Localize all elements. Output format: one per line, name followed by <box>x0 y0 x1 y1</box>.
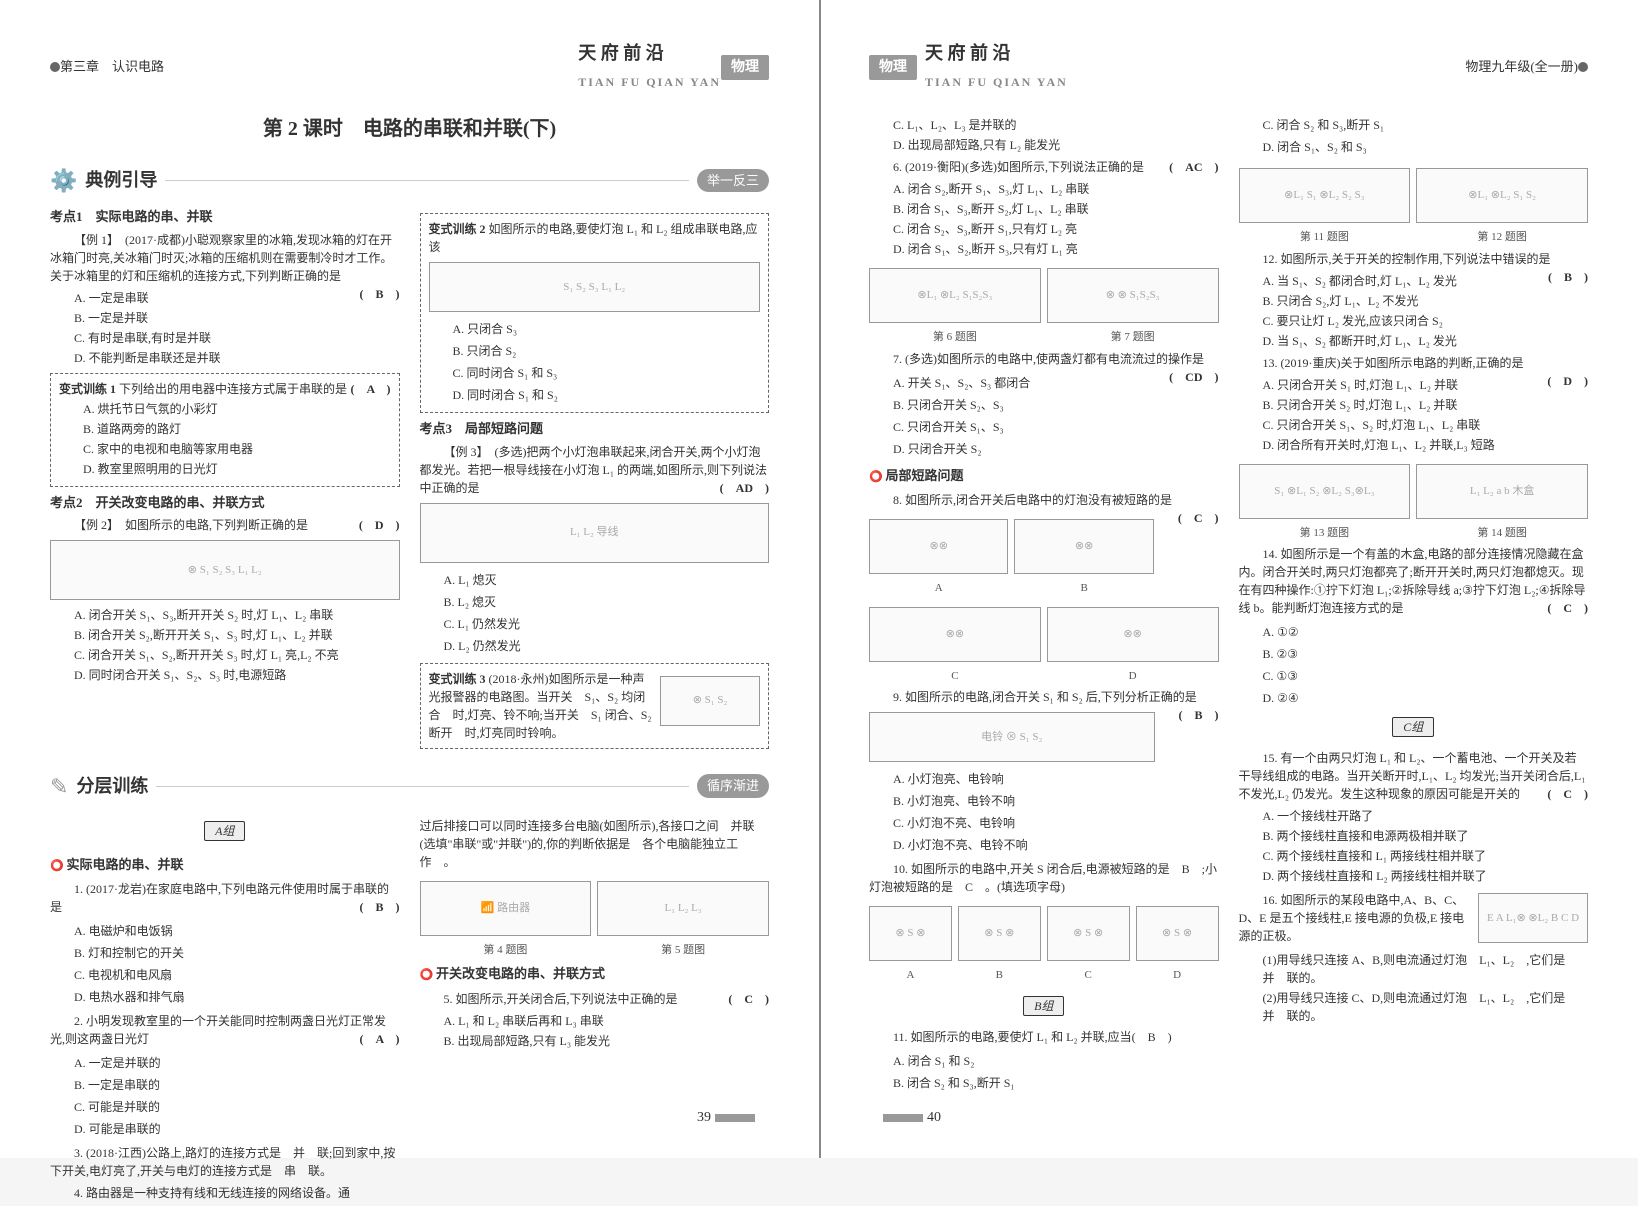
q7-circuit-diagram: ⊗ ⊗ S₁S₂S₃ <box>1047 268 1219 323</box>
group-c-tag: C组 <box>1392 717 1434 737</box>
q13: 13. (2019·重庆)关于如图所示电路的判断,正确的是( D ) <box>1239 354 1589 372</box>
group-a-tag: A组 <box>204 821 245 841</box>
vt2-circuit-diagram: S₁ S₂ S₃ L₁ L₂ <box>429 262 761 312</box>
vt1-box: 变式训练 1 下列给出的用电器中连接方式属于串联的是( A ) A. 烘托节日气… <box>50 373 400 487</box>
page-number-left: 39 <box>697 1107 759 1128</box>
right-col2: C. 闭合 S₂ 和 S₃,断开 S₁ D. 闭合 S₁、S₂ 和 S₃ ⊗L₁… <box>1239 114 1589 1094</box>
q11-circuit-diagram: ⊗L₁ S₁ ⊗L₂ S₂ S₃ <box>1239 168 1411 223</box>
ex3-circuit-diagram: L₁ L₂ 导线 <box>420 503 770 563</box>
q8-a-diagram: ⊗⊗ <box>869 519 1008 574</box>
subject-badge-r: 物理 <box>869 55 917 80</box>
q12-circuit-diagram: ⊗L₁ ⊗L₂ S₁ S₂ <box>1416 168 1588 223</box>
q9-circuit-diagram: 电铃 ⊗ S₁ S₂ <box>869 712 1155 762</box>
q10-d-diagram: ⊗ S ⊗ <box>1136 906 1219 961</box>
ex3: 【例 3】 (多选)把两个小灯泡串联起来,闭合开关,两个小灯泡都发光。若把一根导… <box>420 443 770 497</box>
pencil-icon: ✎ <box>50 770 68 803</box>
grade-label: 物理九年级(全一册) <box>1068 57 1578 77</box>
q16: 16. 如图所示的某段电路中,A、B、C、D、E 是五个接线柱,E 接电源的负极… <box>1239 891 1471 945</box>
q9: 9. 如图所示的电路,闭合开关 S₁ 和 S₂ 后,下列分析正确的是( B ) <box>869 688 1219 706</box>
col-left-2: 变式训练 2 如图所示的电路,要使灯泡 L₁ 和 L₂ 组成串联电路,应该 S₁… <box>420 207 770 755</box>
brand-title-r: 天 府 前 沿TIAN FU QIAN YAN <box>925 40 1068 94</box>
q5: 5. 如图所示,开关闭合后,下列说法中正确的是( C ) <box>420 990 770 1008</box>
q10-b-diagram: ⊗ S ⊗ <box>958 906 1041 961</box>
q10: 10. 如图所示的电路中,开关 S 闭合后,电源被短路的是 B ;小灯泡被短路的… <box>869 860 1219 896</box>
header-left: 第三章 认识电路 天 府 前 沿TIAN FU QIAN YAN 物理 <box>50 40 769 94</box>
q5-circuit-diagram: L₁ L₂ L₃ <box>597 881 769 936</box>
lesson-title: 第 2 课时 电路的串联和并联(下) <box>50 114 769 144</box>
vt3-box: 变式训练 3 (2018·永州)如图所示是一种声光报警器的电路图。当开关 S₁、… <box>420 663 770 749</box>
kd1: 考点1 实际电路的串、并联 <box>50 207 400 227</box>
q15: 15. 有一个由两只灯泡 L₁ 和 L₂、一个蓄电池、一个开关及若干导线组成的电… <box>1239 749 1589 803</box>
q3: 3. (2018·江西)公路上,路灯的连接方式是 并 联;回到家中,按下开关,电… <box>50 1144 400 1180</box>
sub-short: 局部短路问题 <box>869 466 1219 486</box>
bullet-icon-r <box>1578 62 1588 72</box>
chapter-label: 第三章 认识电路 <box>60 57 578 77</box>
badge-analogy: 举一反三 <box>697 169 769 193</box>
ex2: 【例 2】 如图所示的电路,下列判断正确的是( D ) <box>50 516 400 534</box>
badge-step: 循序渐进 <box>697 774 769 798</box>
section-practice: ✎ 分层训练 循序渐进 <box>50 770 769 803</box>
q8-c-diagram: ⊗⊗ <box>869 607 1041 662</box>
col-left-1: 考点1 实际电路的串、并联 【例 1】 (2017·成都)小聪观察家里的冰箱,发… <box>50 207 400 755</box>
gear-icon: ⚙️ <box>50 164 77 197</box>
subject-badge: 物理 <box>721 55 769 80</box>
q4b: 过后排接口可以同时连接多台电脑(如图所示),各接口之间 并联 (选填"串联"或"… <box>420 817 770 871</box>
q4: 4. 路由器是一种支持有线和无线连接的网络设备。通 <box>50 1184 400 1202</box>
q8: 8. 如图所示,闭合开关后电路中的灯泡没有被短路的是( C ) <box>869 491 1219 509</box>
q14-box-diagram: L₁ L₂ a b 木盒 <box>1416 464 1588 519</box>
section-examples: ⚙️ 典例引导 举一反三 <box>50 164 769 197</box>
q11: 11. 如图所示的电路,要使灯 L₁ 和 L₂ 并联,应当( B ) <box>869 1028 1219 1046</box>
q16-1: (1)用导线只连接 A、B,则电流通过灯泡 L₁、L₂ ,它们是 并 联的。 <box>1263 951 1589 987</box>
header-right: 物理 天 府 前 沿TIAN FU QIAN YAN 物理九年级(全一册) <box>869 40 1588 94</box>
q16-2: (2)用导线只连接 C、D,则电流通过灯泡 L₁、L₂ ,它们是 并 联的。 <box>1263 989 1589 1025</box>
group-b-tag: B组 <box>1023 996 1064 1016</box>
q6: 6. (2019·衡阳)(多选)如图所示,下列说法正确的是( AC ) <box>869 158 1219 176</box>
q13-circuit-diagram: S₁ ⊗L₁ S₂ ⊗L₂ S₃⊗L₃ <box>1239 464 1411 519</box>
q7: 7. (多选)如图所示的电路中,使两盏灯都有电流流过的操作是( CD ) <box>869 350 1219 368</box>
page-right: 物理 天 府 前 沿TIAN FU QIAN YAN 物理九年级(全一册) C.… <box>819 0 1638 1158</box>
q14: 14. 如图所示是一个有盖的木盒,电路的部分连接情况隐藏在盒内。闭合开关时,两只… <box>1239 545 1589 617</box>
kd2: 考点2 开关改变电路的串、并联方式 <box>50 493 400 513</box>
q10-a-diagram: ⊗ S ⊗ <box>869 906 952 961</box>
sub-a1: 实际电路的串、并联 <box>50 855 400 875</box>
q12: 12. 如图所示,关于开关的控制作用,下列说法中错误的是( B ) <box>1239 250 1589 268</box>
right-col1: C. L₁、L₂、L₃ 是并联的 D. 出现局部短路,只有 L₂ 能发光 6. … <box>869 114 1219 1094</box>
q8-d-diagram: ⊗⊗ <box>1047 607 1219 662</box>
practice-col1: A组 实际电路的串、并联 1. (2017·龙岩)在家庭电路中,下列电路元件使用… <box>50 813 400 1206</box>
brand-title: 天 府 前 沿TIAN FU QIAN YAN <box>578 40 721 94</box>
q8-b-diagram: ⊗⊗ <box>1014 519 1153 574</box>
vt3-circuit-diagram: ⊗ S₁ S₂ <box>660 676 760 726</box>
ex2-circuit-diagram: ⊗ S₁ S₂ S₃ L₁ L₂ <box>50 540 400 600</box>
sub-a2: 开关改变电路的串、并联方式 <box>420 964 770 984</box>
q10-c-diagram: ⊗ S ⊗ <box>1047 906 1130 961</box>
q2: 2. 小明发现教室里的一个开关能同时控制两盏日光灯正常发光,则这两盏日光灯( A… <box>50 1012 400 1048</box>
practice-col2: 过后排接口可以同时连接多台电脑(如图所示),各接口之间 并联 (选填"串联"或"… <box>420 813 770 1206</box>
q4-router-diagram: 📶 路由器 <box>420 881 592 936</box>
q1: 1. (2017·龙岩)在家庭电路中,下列电路元件使用时属于串联的是( B ) <box>50 880 400 916</box>
page-number-right: 40 <box>879 1107 941 1128</box>
q6-circuit-diagram: ⊗L₁ ⊗L₂ S₁S₂S₃ <box>869 268 1041 323</box>
q16-circuit-diagram: E A L₁⊗ ⊗L₂ B C D <box>1478 893 1588 943</box>
bullet-icon <box>50 62 60 72</box>
vt2-box: 变式训练 2 如图所示的电路,要使灯泡 L₁ 和 L₂ 组成串联电路,应该 S₁… <box>420 213 770 413</box>
kd3: 考点3 局部短路问题 <box>420 419 770 439</box>
ex1: 【例 1】 (2017·成都)小聪观察家里的冰箱,发现冰箱的灯在开冰箱门时亮,关… <box>50 231 400 285</box>
page-left: 第三章 认识电路 天 府 前 沿TIAN FU QIAN YAN 物理 第 2 … <box>0 0 819 1158</box>
